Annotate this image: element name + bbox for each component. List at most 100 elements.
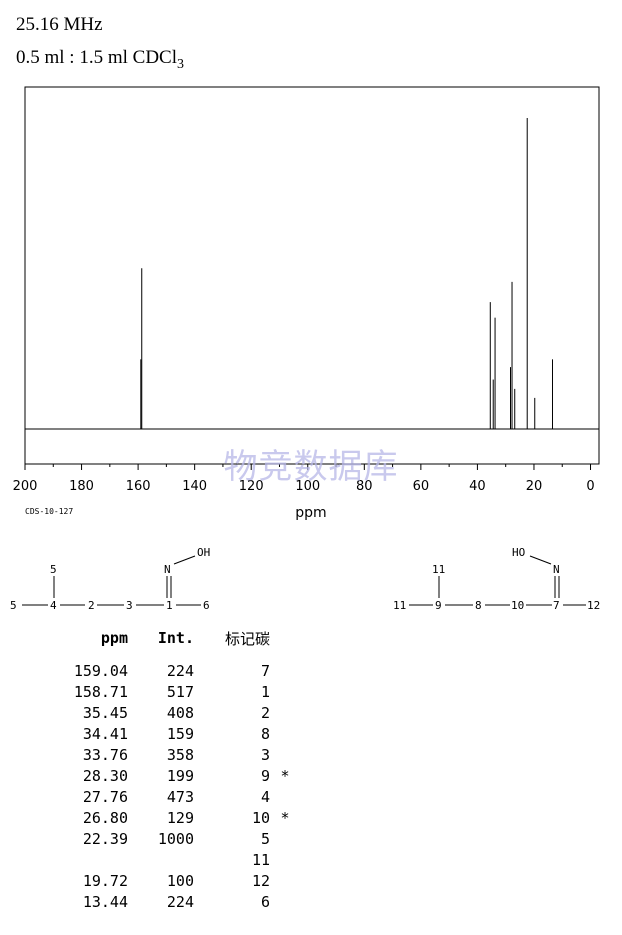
atom-label: 2: [88, 599, 95, 612]
atom-label: 4: [50, 599, 57, 612]
cell-intensity: 358: [166, 745, 194, 764]
x-tick-label: 180: [69, 479, 94, 494]
table-row: 13.44 224 6: [50, 891, 300, 912]
spectrum-code: CDS-10-127: [25, 507, 73, 516]
x-tick-label: 80: [356, 479, 373, 494]
atom-label: 8: [475, 599, 482, 612]
cell-ppm: 34.41: [82, 724, 128, 743]
cell-star: [270, 681, 300, 702]
structure-left: [22, 555, 201, 606]
cell-carbon: 7: [260, 661, 270, 680]
cell-intensity: [128, 849, 194, 870]
peak-table: ppm Int. 标记碳 159.04 224 7 158.71 517 1 35.45…: [50, 627, 300, 912]
structure-diagrams: 5 5 4 2 3 1 6 N OH 11 11 9 8 10 7 12 N H…: [10, 546, 600, 612]
nmr-spectrum-chart: 200 180 160 140 120 100 80 60 40 20 0 CDS-10-127 p…: [13, 86, 600, 521]
cell-carbon: 12: [251, 871, 270, 890]
atom-label: N: [164, 563, 171, 576]
table-row: 26.80 129 10 *: [50, 807, 300, 828]
x-tick-label: 0: [586, 479, 594, 494]
x-tick-label: 120: [239, 479, 264, 494]
table-row: 158.71 517 1: [50, 681, 300, 702]
cell-intensity: 1000: [157, 829, 194, 848]
cell-star: [270, 723, 300, 744]
solvent-subscript: 3: [177, 56, 184, 72]
table-row: 35.45 408 2: [50, 702, 300, 723]
cell-intensity: 408: [166, 703, 194, 722]
cell-star: [270, 786, 300, 807]
table-row: 11: [50, 849, 300, 870]
structure-right-labels: 11 11 9 8 10 7 12 N HO: [393, 546, 600, 612]
structure-right: [409, 555, 586, 606]
cell-intensity: 517: [166, 682, 194, 701]
column-header-carbon: 标记碳: [224, 629, 270, 648]
cell-intensity: 473: [166, 787, 194, 806]
atom-label: 10: [511, 599, 524, 612]
atom-label: 11: [432, 563, 445, 576]
table-spacer: [50, 649, 300, 660]
cell-intensity: 199: [166, 766, 194, 785]
x-tick-label: 160: [126, 479, 151, 494]
cell-carbon: 6: [260, 892, 270, 911]
cell-ppm: [50, 849, 128, 870]
cell-star: *: [280, 766, 290, 785]
x-axis-label: ppm: [295, 505, 326, 521]
x-tick-label: 20: [526, 479, 543, 494]
x-tick-label: 60: [413, 479, 430, 494]
column-header-ppm: ppm: [100, 629, 128, 647]
solvent-label: 0.5 ml : 1.5 ml CDCl3: [16, 47, 184, 73]
cell-carbon: 8: [260, 724, 270, 743]
cell-star: [270, 870, 300, 891]
table-row: 22.39 1000 5: [50, 828, 300, 849]
cell-star: [270, 744, 300, 765]
cell-star: [270, 828, 300, 849]
frequency-label: 25.16 MHz: [16, 14, 103, 35]
cell-intensity: 224: [166, 661, 194, 680]
atom-label: 12: [587, 599, 600, 612]
atom-label: OH: [197, 546, 210, 559]
structure-left-labels: 5 5 4 2 3 1 6 N OH: [10, 546, 210, 612]
solvent-text: 0.5 ml : 1.5 ml CDCl: [16, 47, 177, 68]
table-row: 19.72 100 12: [50, 870, 300, 891]
x-tick-label: 200: [13, 479, 38, 494]
atom-label: 9: [435, 599, 442, 612]
cell-carbon: 1: [260, 682, 270, 701]
atom-label: 7: [553, 599, 560, 612]
cell-ppm: 19.72: [82, 871, 128, 890]
atom-label: 5: [10, 599, 17, 612]
cell-star: [270, 849, 300, 870]
cell-carbon: 4: [260, 787, 270, 806]
table-row: 159.04 224 7: [50, 660, 300, 681]
x-tick-label: 100: [295, 479, 320, 494]
atom-label: 11: [393, 599, 406, 612]
atom-label: 6: [203, 599, 210, 612]
table-row: 27.76 473 4: [50, 786, 300, 807]
cell-ppm: 28.30: [82, 766, 128, 785]
cell-carbon: 10: [251, 808, 270, 827]
table-row: 34.41 159 8: [50, 723, 300, 744]
table-row: 28.30 199 9 *: [50, 765, 300, 786]
x-tick-label: 140: [182, 479, 207, 494]
atom-label: 1: [166, 599, 173, 612]
tick-layer: 200 180 160 140 120 100 80 60 40 20 0: [13, 464, 595, 494]
cell-ppm: 13.44: [82, 892, 128, 911]
cell-ppm: 33.76: [82, 745, 128, 764]
cell-carbon: 3: [260, 745, 270, 764]
watermark: 物竞数据库: [224, 447, 399, 487]
peak-layer: [140, 118, 554, 429]
cell-carbon: 2: [260, 703, 270, 722]
cell-carbon: 11: [251, 850, 270, 869]
cell-star: [270, 891, 300, 912]
cell-ppm: 158.71: [73, 682, 128, 701]
cell-intensity: 224: [166, 892, 194, 911]
cell-star: *: [280, 808, 290, 827]
atom-label: N: [553, 563, 560, 576]
cell-carbon: 5: [260, 829, 270, 848]
column-header-intensity: Int.: [157, 629, 194, 647]
cell-ppm: 35.45: [82, 703, 128, 722]
cell-intensity: 100: [166, 871, 194, 890]
atom-label: 5: [50, 563, 57, 576]
cell-ppm: 27.76: [82, 787, 128, 806]
plot-frame: [24, 86, 600, 465]
table-row: 33.76 358 3: [50, 744, 300, 765]
cell-ppm: 159.04: [73, 661, 128, 680]
